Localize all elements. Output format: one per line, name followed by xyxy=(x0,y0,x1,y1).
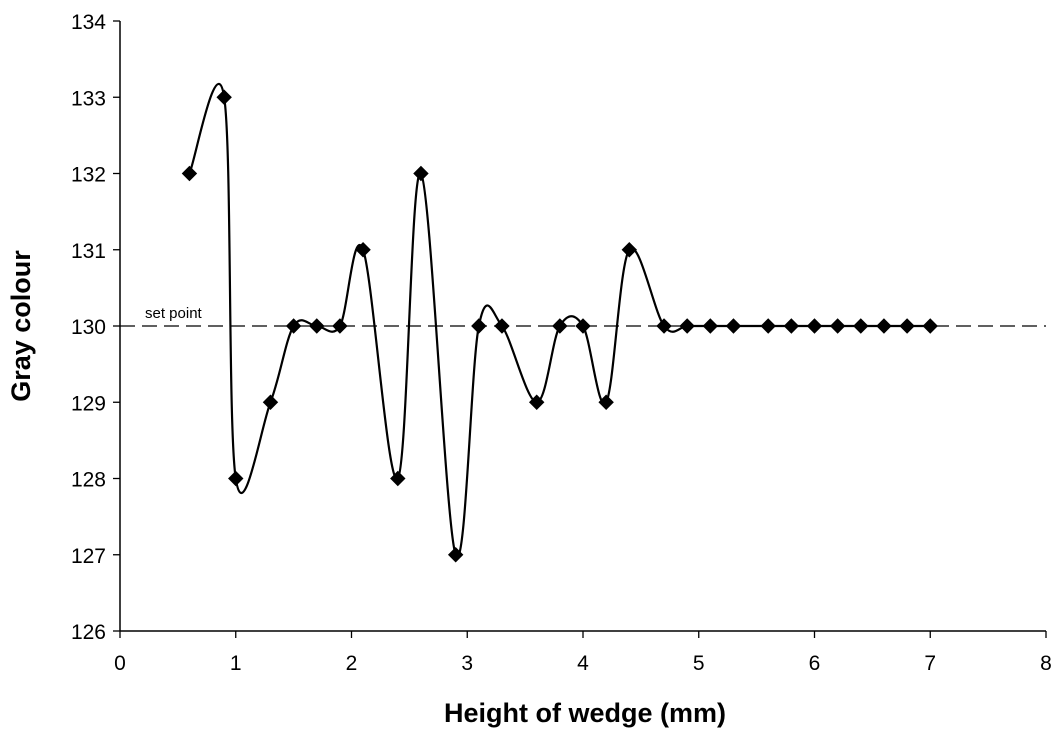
y-tick-label: 129 xyxy=(71,392,106,415)
x-axis-title: Height of wedge (mm) xyxy=(444,698,726,728)
y-tick-label: 126 xyxy=(71,621,106,644)
data-point-marker xyxy=(783,318,800,334)
data-point-marker xyxy=(332,318,348,334)
data-point-marker xyxy=(390,470,406,487)
x-tick-label: 0 xyxy=(114,652,126,675)
x-tick-label: 4 xyxy=(577,652,589,675)
data-point-marker xyxy=(702,318,719,334)
data-point-marker xyxy=(228,470,244,487)
data-point-marker xyxy=(621,242,638,258)
data-point-marker xyxy=(309,318,325,334)
data-point-marker xyxy=(355,242,371,258)
data-point-marker xyxy=(598,394,614,410)
data-point-marker xyxy=(922,318,938,334)
x-tick-label: 1 xyxy=(230,652,242,675)
y-tick-label: 134 xyxy=(71,11,106,34)
data-point-marker xyxy=(181,165,198,182)
data-point-marker xyxy=(447,547,464,563)
data-point-marker xyxy=(725,318,742,334)
x-tick-label: 5 xyxy=(693,652,705,675)
data-point-marker xyxy=(829,318,846,334)
data-point-marker xyxy=(876,318,892,334)
data-point-marker xyxy=(806,318,823,334)
data-point-marker xyxy=(528,394,545,410)
y-tick-label: 128 xyxy=(71,469,106,492)
data-point-marker xyxy=(853,318,869,334)
y-tick-label: 127 xyxy=(71,545,106,568)
y-tick-label: 133 xyxy=(71,87,106,110)
data-point-marker xyxy=(413,165,429,182)
data-point-marker xyxy=(575,318,591,334)
data-point-marker xyxy=(552,318,568,334)
x-tick-label: 2 xyxy=(346,652,358,675)
set-point-label: set point xyxy=(145,305,203,322)
x-tick-label: 8 xyxy=(1040,652,1052,675)
data-point-marker xyxy=(471,318,487,334)
data-point-marker xyxy=(760,318,776,334)
y-axis-title: Gray colour xyxy=(6,250,36,402)
data-point-marker xyxy=(899,318,915,334)
data-point-marker xyxy=(494,318,510,334)
data-point-marker xyxy=(285,318,302,334)
y-tick-label: 130 xyxy=(71,316,106,339)
x-tick-label: 3 xyxy=(461,652,473,675)
y-tick-label: 131 xyxy=(71,240,106,263)
x-tick-label: 6 xyxy=(809,652,821,675)
y-tick-label: 132 xyxy=(71,164,106,187)
x-tick-label: 7 xyxy=(924,652,936,675)
data-point-marker xyxy=(656,318,672,334)
data-point-marker xyxy=(262,394,279,410)
data-point-marker xyxy=(216,89,232,105)
data-point-marker xyxy=(679,318,695,334)
